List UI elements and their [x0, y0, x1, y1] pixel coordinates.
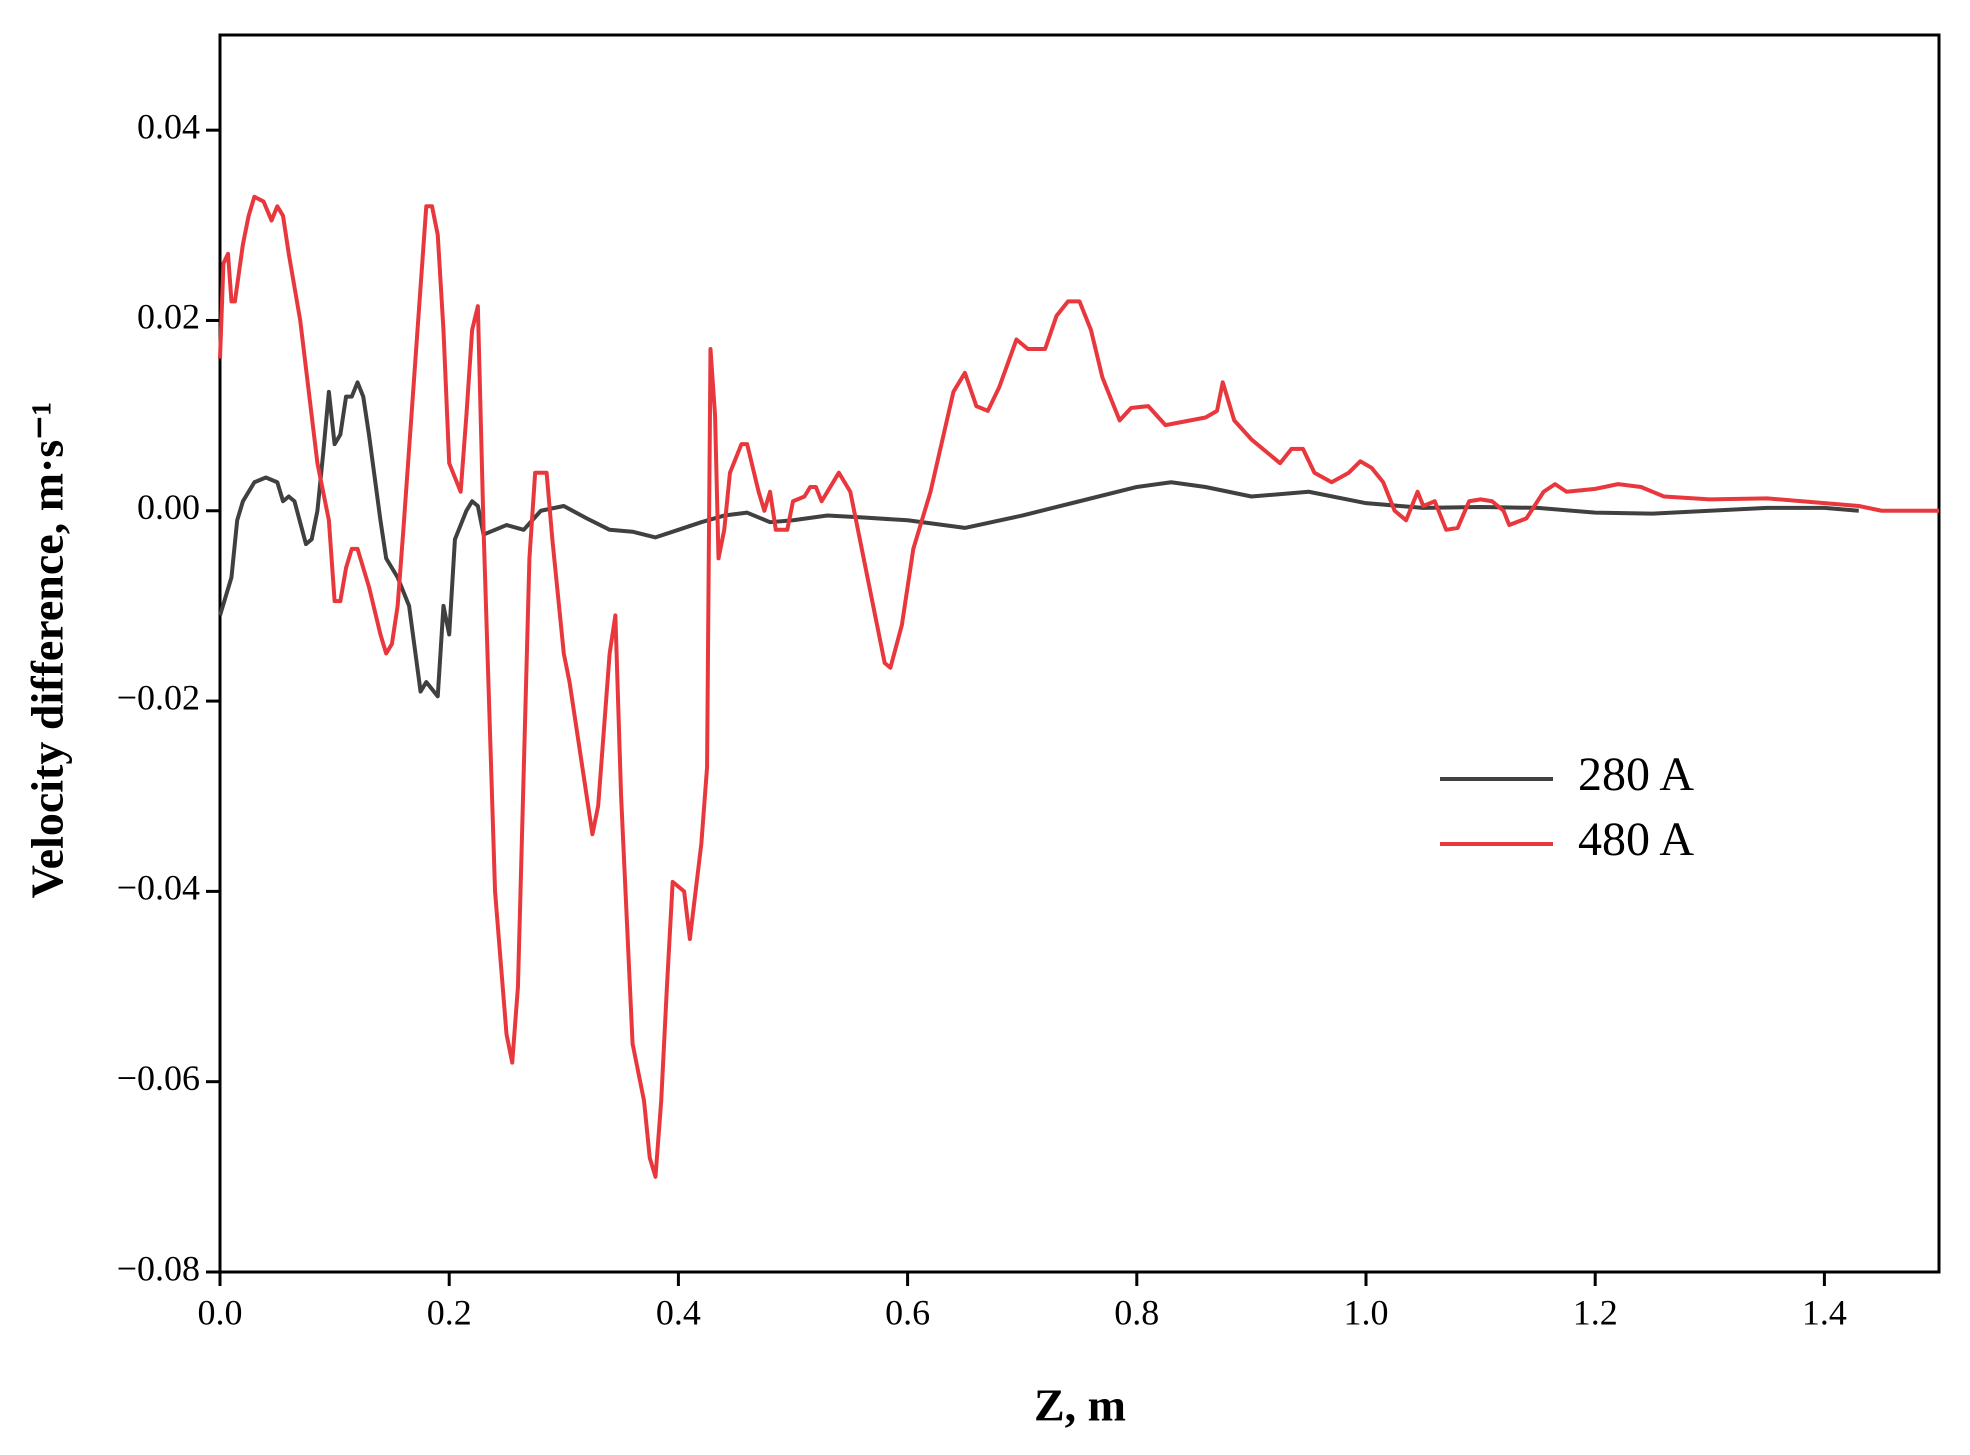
y-tick-label: 0.02	[137, 297, 200, 337]
x-tick-label: 0.4	[656, 1292, 701, 1332]
y-tick-label: −0.06	[117, 1058, 200, 1098]
plot-frame	[218, 33, 1941, 1274]
x-tick-label: 1.4	[1802, 1292, 1847, 1332]
line-series	[218, 380, 1859, 699]
x-tick-label: 0.8	[1114, 1292, 1159, 1332]
y-axis-label: Velocity difference, m·s⁻¹	[22, 402, 73, 899]
y-tick-label: −0.02	[117, 677, 200, 717]
y-tick-label: 0.00	[137, 487, 200, 527]
x-tick-label: 0.0	[198, 1292, 243, 1332]
y-tick-label: 0.04	[137, 106, 200, 146]
x-tick-label: 0.6	[885, 1292, 930, 1332]
x-tick-label: 1.0	[1344, 1292, 1389, 1332]
x-tick-label: 1.2	[1573, 1292, 1618, 1332]
line-series	[218, 194, 1939, 1179]
x-axis-label: Z, m	[1034, 1380, 1126, 1431]
y-tick-label: −0.08	[117, 1248, 200, 1288]
legend-text: 280 A	[1578, 748, 1694, 801]
legend-text: 480 A	[1578, 813, 1694, 866]
x-tick-label: 0.2	[427, 1292, 472, 1332]
y-tick-label: −0.04	[117, 868, 200, 908]
